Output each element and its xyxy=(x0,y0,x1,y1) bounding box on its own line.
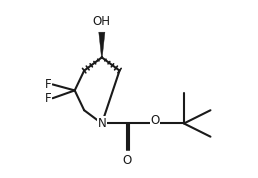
Text: F: F xyxy=(44,78,51,91)
Text: F: F xyxy=(44,92,51,105)
Text: O: O xyxy=(150,114,159,127)
Text: O: O xyxy=(123,154,132,167)
Polygon shape xyxy=(99,32,105,57)
Text: N: N xyxy=(98,117,106,130)
Text: OH: OH xyxy=(93,15,111,28)
